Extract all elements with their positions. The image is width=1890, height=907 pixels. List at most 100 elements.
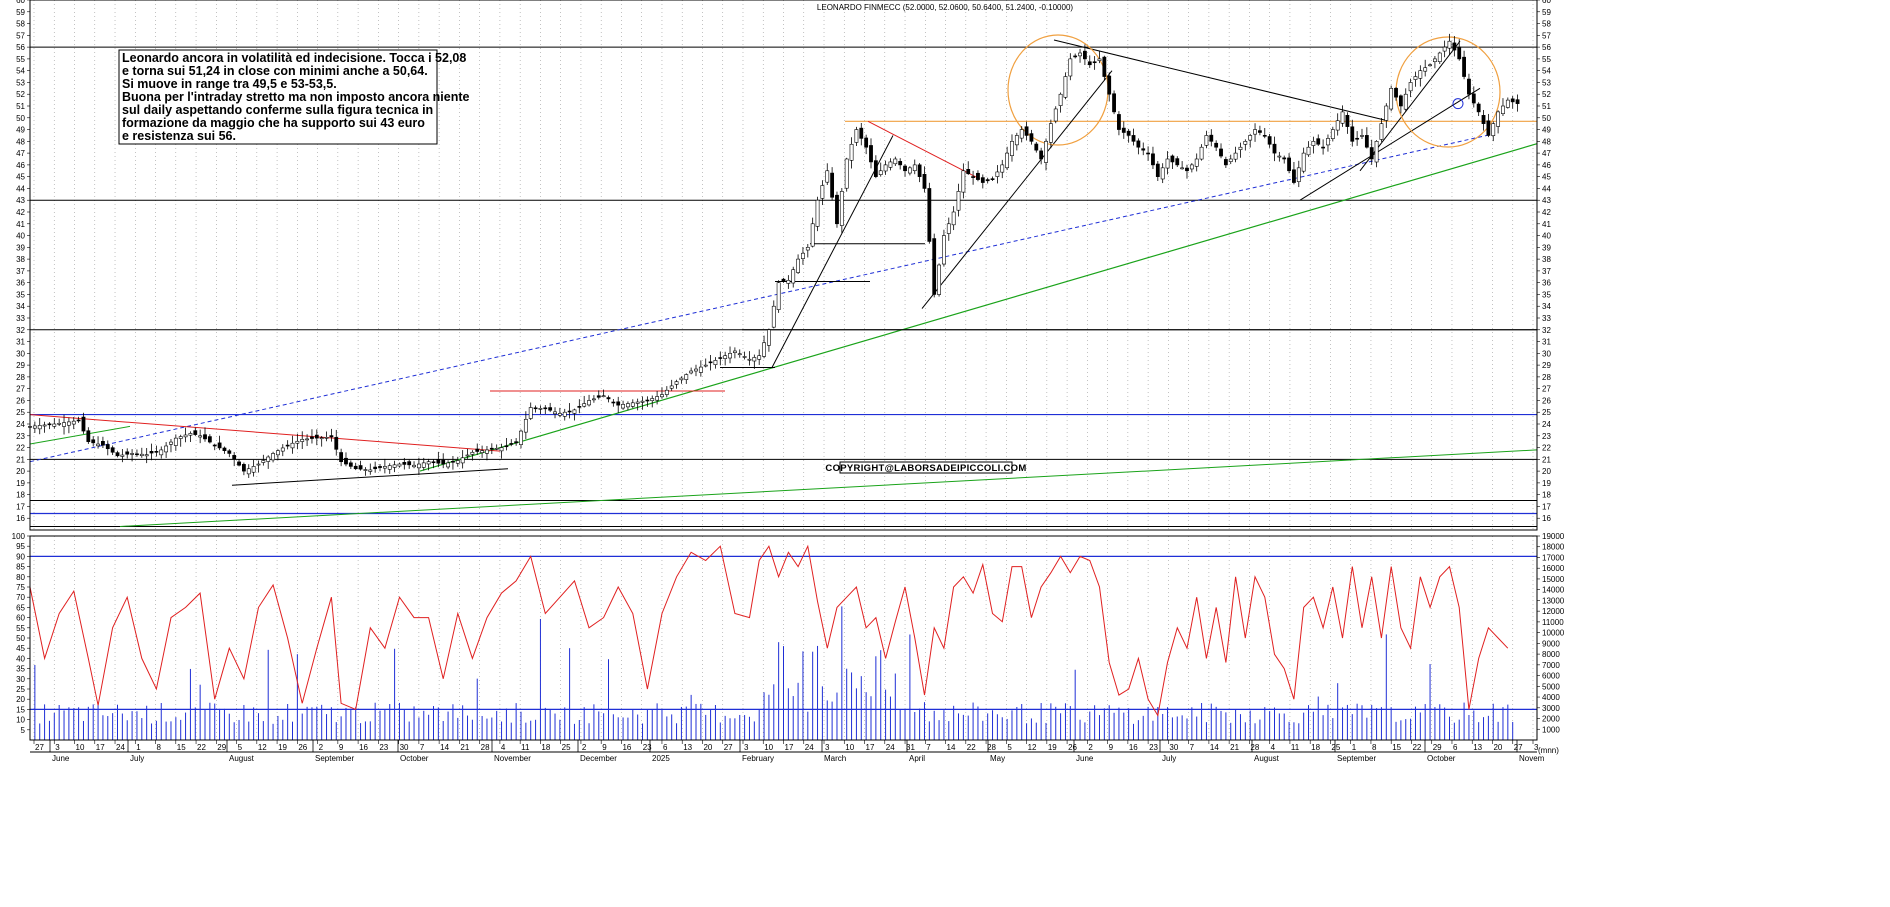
candle-body <box>621 404 625 409</box>
volume-bars <box>29 606 1514 740</box>
volume-tick-label: 5000 <box>1542 682 1560 691</box>
candle-body <box>71 420 76 425</box>
candle-body <box>1209 134 1214 142</box>
date-tick-label: 5 <box>238 743 243 752</box>
price-tick-label-left: 55 <box>16 55 25 64</box>
price-tick-label-left: 58 <box>16 20 25 29</box>
candle-body <box>985 179 990 182</box>
month-label: July <box>1162 754 1176 763</box>
candle-body <box>980 177 985 183</box>
candle-body <box>1389 88 1394 110</box>
candle-body <box>276 450 280 456</box>
candle-body <box>222 447 227 451</box>
candle-body <box>135 453 139 456</box>
candle-body <box>937 264 941 295</box>
osc-tick-label: 65 <box>16 603 25 612</box>
candle-body <box>990 178 995 180</box>
candle-body <box>1515 99 1520 104</box>
candle-body <box>1253 129 1257 135</box>
volume-tick-label: 2000 <box>1542 715 1560 724</box>
candle-body <box>499 447 504 452</box>
candle-body <box>1180 167 1185 170</box>
candle-body <box>203 434 207 440</box>
oscillator-line <box>29 544 1509 717</box>
osc-tick-label: 25 <box>16 685 25 694</box>
candle-body <box>630 402 635 407</box>
candle-body <box>363 469 368 471</box>
candle-body <box>290 442 295 449</box>
date-tick-label: 24 <box>116 743 125 752</box>
candle-body <box>412 464 416 468</box>
volume-tick-label: 6000 <box>1542 672 1560 681</box>
candle-body <box>1238 146 1243 150</box>
candle-body <box>334 437 339 450</box>
price-tick-label-right: 39 <box>1542 243 1551 252</box>
candle-body <box>1048 123 1053 143</box>
candle-body <box>460 457 465 464</box>
candle-body <box>645 399 650 402</box>
candle-body <box>407 461 412 466</box>
price-tick-label-left: 41 <box>16 220 25 229</box>
candle-body <box>718 357 723 359</box>
candle-body <box>436 459 441 464</box>
month-label: April <box>909 754 925 763</box>
blue-small-circle <box>1452 98 1464 110</box>
price-tick-label-left: 33 <box>16 314 25 323</box>
candle-body <box>1160 167 1165 180</box>
candle-body <box>295 440 300 444</box>
osc-tick-label: 75 <box>16 583 25 592</box>
candle-body <box>324 437 329 439</box>
date-tick-label: 28 <box>481 743 490 752</box>
date-tick-label: 7 <box>1190 743 1195 752</box>
price-tick-label-right: 16 <box>1542 514 1551 523</box>
candle-body <box>567 410 572 413</box>
candle-body <box>1321 146 1326 149</box>
red-downtrend-2 <box>867 120 981 180</box>
date-tick-label: 8 <box>1372 743 1377 752</box>
candle-body <box>178 436 183 439</box>
candle-body <box>52 423 57 427</box>
candle-body <box>557 413 562 416</box>
annotation-frame <box>118 49 438 145</box>
date-tick-label: 2 <box>582 743 587 752</box>
black-rise-1 <box>771 135 894 368</box>
price-tick-label-left: 19 <box>16 479 25 488</box>
candle-body <box>849 143 854 161</box>
price-tick-label-left: 57 <box>16 31 25 40</box>
price-tick-label-left: 24 <box>16 420 25 429</box>
candle-body <box>1296 167 1301 182</box>
candle-body <box>611 401 616 404</box>
date-tick-label: 9 <box>1109 743 1114 752</box>
date-tick-label: 20 <box>1493 743 1502 752</box>
candle-body <box>353 465 358 470</box>
candle-body <box>1316 138 1321 145</box>
candle-body <box>480 450 485 453</box>
price-tick-label-left: 25 <box>16 408 25 417</box>
osc-tick-label: 15 <box>16 705 25 714</box>
volume-tick-label: 17000 <box>1542 553 1565 562</box>
candle-body <box>91 439 96 444</box>
candle-body <box>1452 42 1457 51</box>
candle-body <box>1219 148 1223 157</box>
date-tick-label: 3 <box>1534 743 1539 752</box>
candle-body <box>635 401 640 404</box>
price-tick-label-right: 41 <box>1542 220 1551 229</box>
candle-body <box>1311 141 1316 146</box>
price-tick-label-right: 59 <box>1542 8 1551 17</box>
candle-body <box>1083 50 1087 60</box>
price-tick-label-left: 29 <box>16 361 25 370</box>
black-support <box>231 468 509 486</box>
month-label: February <box>742 754 774 763</box>
candle-body <box>1345 114 1350 127</box>
osc-tick-label: 95 <box>16 542 25 551</box>
candle-body <box>1039 150 1044 160</box>
candle-body <box>796 258 800 273</box>
date-tick-label: 6 <box>663 743 668 752</box>
date-tick-label: 14 <box>440 743 449 752</box>
horizontal-levels <box>30 46 1537 711</box>
date-tick-label: 17 <box>785 743 794 752</box>
candle-body <box>927 188 932 242</box>
month-label: March <box>824 754 846 763</box>
volume-tick-label: 9000 <box>1542 639 1560 648</box>
candle-body <box>1418 70 1423 79</box>
